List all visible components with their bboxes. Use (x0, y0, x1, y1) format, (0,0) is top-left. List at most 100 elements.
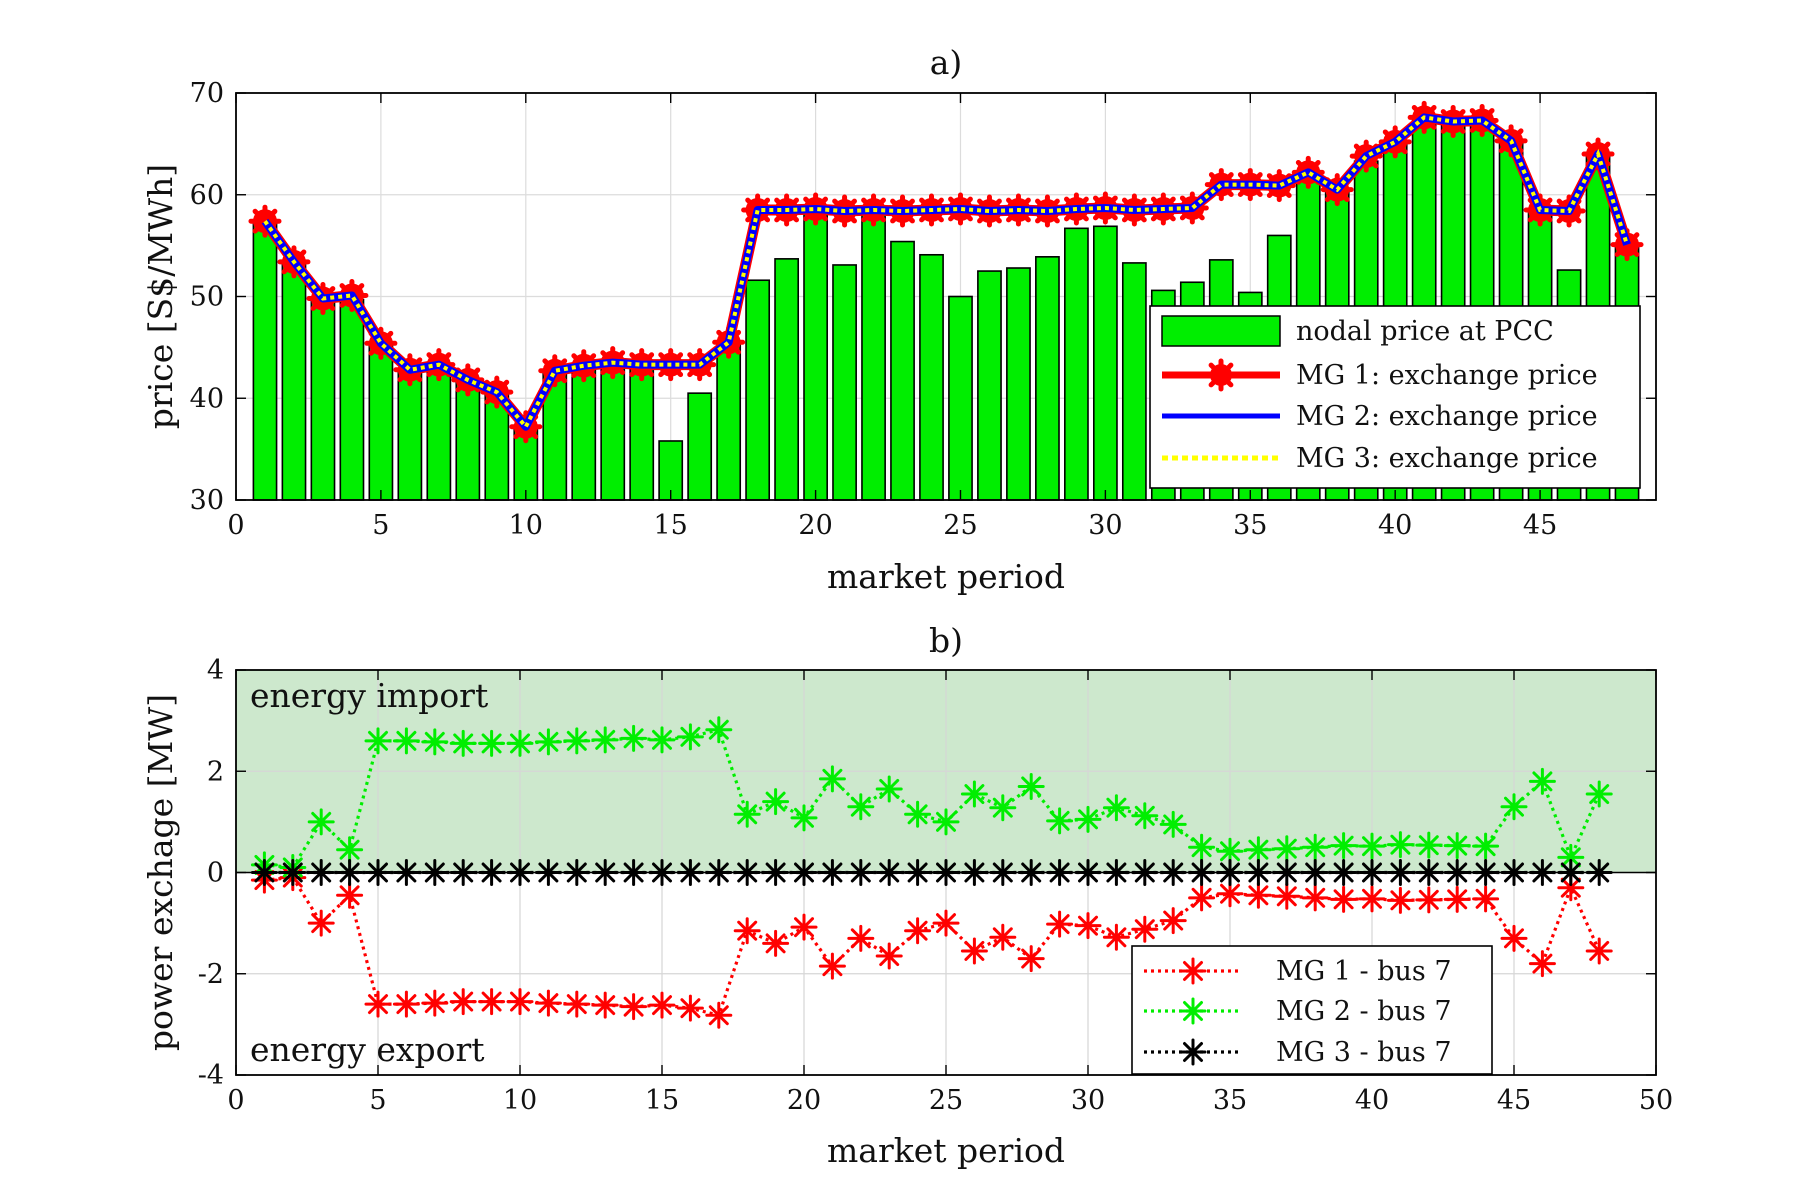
mg2-star-marker-stroke (737, 804, 758, 825)
mg2-star-marker (1273, 835, 1301, 863)
bar (1035, 256, 1060, 501)
mg1-star-marker (1358, 885, 1386, 913)
mg2-star-marker-stroke (368, 730, 388, 751)
mg3-star-marker-stroke (510, 862, 530, 883)
mg1-star-marker (336, 881, 364, 909)
mg3-star-marker-stroke (282, 862, 303, 883)
legend-label: MG 2: exchange price (1296, 401, 1598, 432)
mg2-star-marker (790, 804, 818, 832)
mg1-star-marker-stroke (907, 920, 928, 941)
bar (716, 341, 742, 501)
mg3-star-marker-stroke (850, 862, 871, 883)
mg1-star-marker (506, 988, 534, 1016)
mg2-star-marker-stroke (481, 733, 502, 754)
mg2-star-marker (1216, 837, 1244, 865)
mg1-star-marker-stroke (424, 993, 445, 1014)
mg1-star-marker (1074, 912, 1102, 940)
x-tick-label: 50 (1639, 1085, 1673, 1116)
mg3-star-marker (449, 859, 477, 886)
mg2-star-marker (705, 716, 733, 744)
mg2-star-marker (307, 808, 335, 836)
mg2-star-marker-stroke (1078, 809, 1098, 830)
mg1-star-marker-stroke (566, 994, 587, 1015)
mg3-star-marker-stroke (595, 862, 616, 883)
mg1-star-marker (960, 937, 988, 965)
bar (803, 213, 828, 501)
bar (1064, 227, 1089, 501)
mg3-star-marker (1500, 859, 1528, 886)
mg3-star-marker-stroke (964, 862, 985, 883)
mg1-star-marker-stroke (1134, 919, 1155, 940)
mg3-star-marker (733, 859, 761, 886)
mg1-star-marker (875, 942, 903, 970)
mg3-star-marker (1159, 859, 1187, 886)
mg2-star-marker (364, 727, 392, 755)
mg3-star-marker-stroke (1078, 862, 1098, 883)
mg2-star-marker (989, 794, 1017, 822)
mg3-star-marker-stroke (652, 862, 672, 883)
mg3-star-marker-stroke (1447, 862, 1468, 883)
mg3-star-marker-stroke (936, 862, 956, 883)
mg1-star-marker (1330, 885, 1358, 913)
legend-star-marker (1179, 1038, 1207, 1066)
mg1-star-marker (1131, 915, 1159, 943)
mg1-star-marker (478, 988, 506, 1016)
bar (368, 344, 394, 501)
legend-swatch-bars (1161, 315, 1281, 347)
mg2-star-marker-stroke (822, 768, 843, 789)
mg2-star-marker (620, 724, 648, 752)
y-tick-label: 0 (207, 858, 224, 889)
mg1-star-marker (1585, 937, 1613, 965)
mg2-star-marker (847, 793, 875, 821)
x-tick-label: 30 (1088, 510, 1122, 541)
mg3-star-marker-stroke (1560, 862, 1581, 883)
mg2-star-marker-stroke (1447, 835, 1468, 856)
mg2-star-marker-stroke (1589, 784, 1610, 805)
x-tick-label: 25 (943, 510, 977, 541)
bar (745, 279, 771, 501)
mg1-star-marker (733, 917, 761, 945)
legend-a: nodal price at PCC MG 1: exchange price MG… (1149, 305, 1641, 489)
mg1-star-marker-stroke (453, 991, 474, 1012)
mg2-star-marker (1585, 780, 1613, 808)
mg2-star-marker (1102, 794, 1130, 822)
mg1-star-marker-stroke (1276, 886, 1297, 907)
mg3-star-marker (591, 859, 619, 886)
mg1-star-marker (1500, 924, 1528, 952)
mg2-star-marker-stroke (652, 729, 672, 750)
mg3-star-marker-stroke (1106, 862, 1127, 883)
mg2-star-marker-stroke (510, 733, 530, 754)
mg2-star-marker-stroke (1504, 796, 1524, 817)
mg3-star-marker (790, 859, 818, 886)
legend-star-marker-stroke (1183, 961, 1203, 981)
mg2-star-marker (1074, 805, 1102, 833)
x-tick-label: 0 (227, 1085, 244, 1116)
legend-star-marker (1179, 957, 1207, 985)
mg3-star-marker-stroke (680, 862, 701, 883)
legend-star-marker-stroke (1208, 362, 1234, 388)
mg2-star-marker (932, 808, 960, 836)
y-tick-label: 50 (190, 282, 224, 313)
mg3-star-marker (648, 859, 676, 886)
legend-star-marker (1179, 997, 1207, 1025)
mg2-star-marker-stroke (538, 731, 559, 752)
mg1-star-marker (620, 993, 648, 1021)
legend-label: MG 3: exchange price (1296, 443, 1598, 474)
mg3-star-marker-stroke (822, 862, 843, 883)
mg2-star-marker-stroke (396, 730, 417, 751)
mg1-star-marker-stroke (1220, 883, 1240, 904)
mg2-star-marker-stroke (794, 807, 814, 828)
mg3-star-marker (1443, 859, 1471, 886)
x-tick-label: 5 (369, 1085, 386, 1116)
mg3-star-marker (1102, 859, 1130, 886)
mg1-star-marker (1472, 885, 1500, 913)
mg2-star-marker (1017, 772, 1045, 800)
legend-label: MG 1: exchange price (1296, 360, 1598, 391)
mg2-star-marker-stroke (1475, 836, 1496, 857)
mg1-star-marker-stroke (1560, 877, 1581, 898)
mg3-star-marker-stroke (907, 862, 928, 883)
mg3-star-marker-stroke (566, 862, 587, 883)
x-tick-label: 40 (1355, 1085, 1389, 1116)
mg3-star-marker-stroke (368, 862, 388, 883)
bar (281, 263, 307, 501)
